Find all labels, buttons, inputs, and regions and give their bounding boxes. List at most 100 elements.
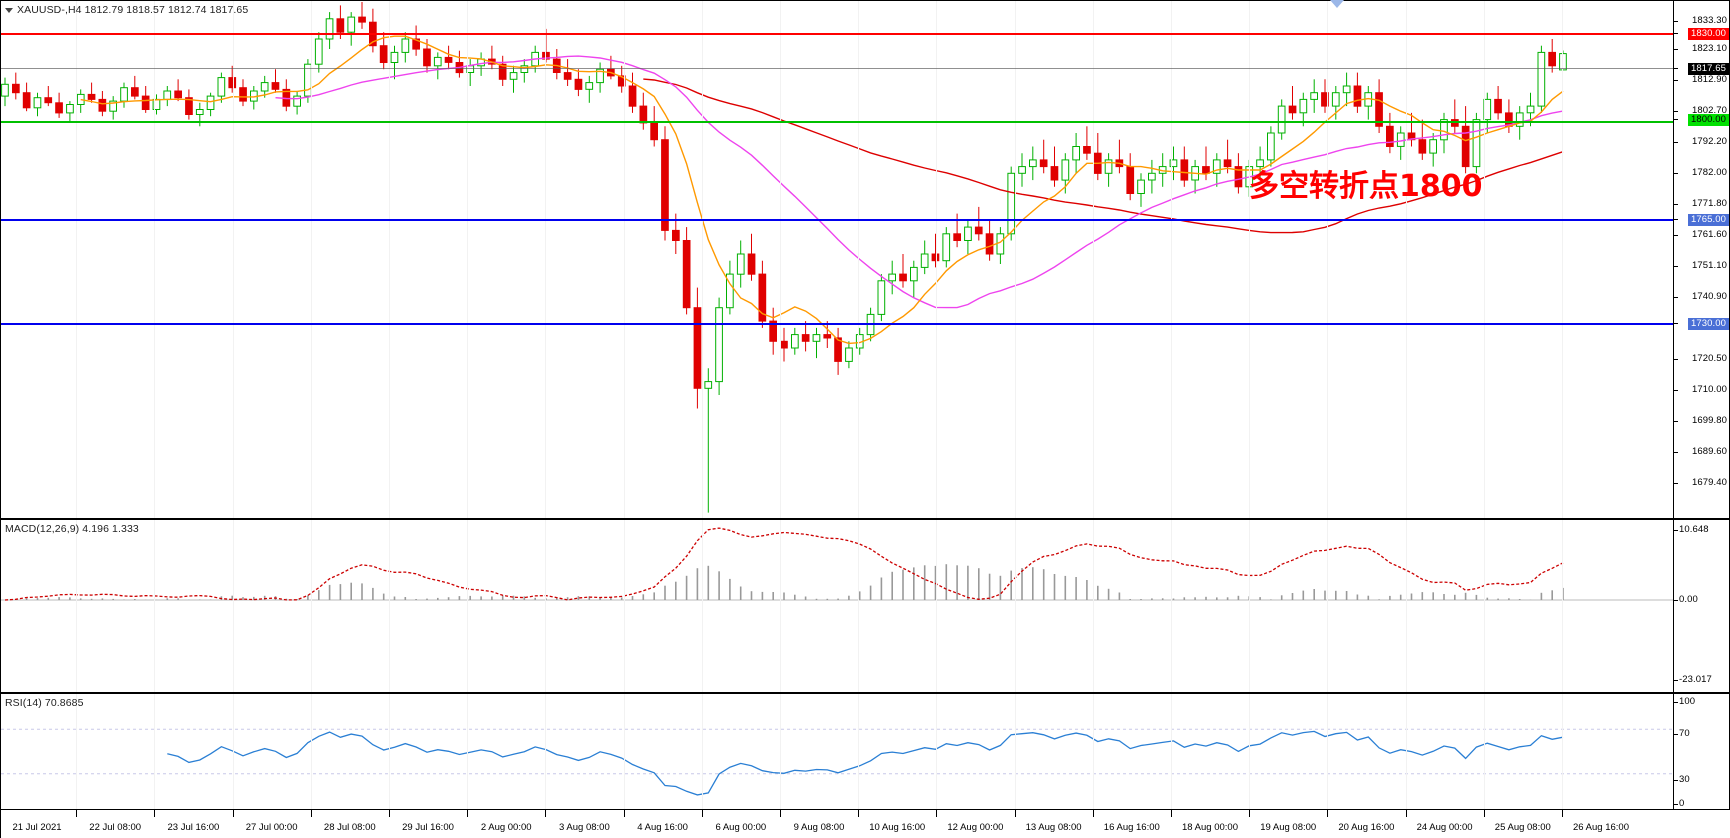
- axis-tick: [1674, 359, 1678, 360]
- price-level-line[interactable]: [1, 33, 1673, 35]
- axis-tick: [1674, 390, 1678, 391]
- symbol-header-text: XAUUSD-,H4 1812.79 1818.57 1812.74 1817.…: [17, 4, 249, 16]
- vertical-gridline: [76, 694, 78, 809]
- price-axis-label: 1710.00: [1691, 384, 1727, 395]
- axis-tick: [1674, 600, 1678, 601]
- vertical-gridline: [779, 1, 781, 518]
- time-axis-label: 12 Aug 00:00: [947, 822, 1004, 833]
- price-axis-label: 1740.90: [1691, 291, 1727, 302]
- price-chart-panel[interactable]: XAUUSD-,H4 1812.79 1818.57 1812.74 1817.…: [0, 0, 1730, 519]
- time-axis-label: 29 Jul 16:00: [402, 822, 454, 833]
- macd-plot-area[interactable]: MACD(12,26,9) 4.196 1.333: [1, 520, 1673, 692]
- vertical-gridline: [1405, 520, 1407, 692]
- axis-tick: [1674, 21, 1678, 22]
- rsi-plot-area[interactable]: RSI(14) 70.8685: [1, 694, 1673, 809]
- vertical-gridline: [467, 694, 469, 809]
- vertical-gridline: [1327, 520, 1329, 692]
- price-plot-area[interactable]: XAUUSD-,H4 1812.79 1818.57 1812.74 1817.…: [1, 1, 1673, 518]
- time-axis-tick: [1483, 810, 1485, 817]
- time-axis-tick: [545, 810, 547, 817]
- axis-tick: [1674, 734, 1678, 735]
- vertical-gridline: [701, 1, 703, 518]
- price-axis-label: 1823.10: [1691, 43, 1727, 54]
- macd-axis-label: 0.00: [1679, 594, 1698, 605]
- rsi-axis[interactable]: 100 70 30 0: [1673, 694, 1729, 809]
- price-axis-label: 1812.90: [1691, 74, 1727, 85]
- vertical-gridline: [1483, 1, 1485, 518]
- price-level-line[interactable]: [1, 68, 1673, 69]
- vertical-gridline: [701, 694, 703, 809]
- axis-tick: [1674, 173, 1678, 174]
- axis-tick: [1674, 702, 1678, 703]
- macd-indicator-panel[interactable]: MACD(12,26,9) 4.196 1.333 10.648 0.00 -23.…: [0, 519, 1730, 693]
- axis-tick: [1674, 452, 1678, 453]
- vertical-gridline: [154, 520, 156, 692]
- symbol-header: XAUUSD-,H4 1812.79 1818.57 1812.74 1817.…: [5, 4, 248, 16]
- vertical-gridline: [388, 520, 390, 692]
- vertical-gridline: [310, 694, 312, 809]
- price-axis-label: 1833.30: [1691, 15, 1727, 26]
- vertical-gridline: [232, 520, 234, 692]
- vertical-gridline: [779, 520, 781, 692]
- time-axis-tick: [310, 810, 312, 817]
- time-axis-tick: [1249, 810, 1251, 817]
- time-axis-label: 3 Aug 08:00: [559, 822, 610, 833]
- axis-tick: [1674, 297, 1678, 298]
- price-axis-label: 1730.00: [1687, 318, 1729, 330]
- vertical-gridline: [623, 520, 625, 692]
- macd-axis-label: -23.017: [1679, 674, 1712, 685]
- price-series-svg: [1, 2, 1567, 513]
- rsi-indicator-panel[interactable]: RSI(14) 70.8685 100 70 30 0: [0, 693, 1730, 810]
- vertical-gridline: [1249, 694, 1251, 809]
- time-axis-label: 10 Aug 16:00: [869, 822, 926, 833]
- collapse-triangle-icon[interactable]: [5, 7, 13, 13]
- vertical-gridline: [232, 1, 234, 518]
- vertical-gridline: [1327, 694, 1329, 809]
- vertical-gridline: [1483, 520, 1485, 692]
- price-axis-label: 1689.60: [1691, 446, 1727, 457]
- vertical-gridline: [310, 1, 312, 518]
- time-axis-label: 28 Jul 08:00: [323, 822, 376, 833]
- price-axis[interactable]: 1833.30 1830.00 1823.10 1817.65 1812.90 1802.…: [1673, 1, 1729, 518]
- vertical-gridline: [1327, 1, 1329, 518]
- axis-tick: [1674, 204, 1678, 205]
- price-axis-label: 1802.70: [1691, 105, 1727, 116]
- axis-tick: [1674, 33, 1678, 34]
- time-axis-tick: [467, 810, 469, 817]
- time-axis-tick: [701, 810, 703, 817]
- time-axis-label: 20 Aug 16:00: [1338, 822, 1395, 833]
- time-axis-label: 18 Aug 00:00: [1182, 822, 1238, 833]
- price-axis-label: 1699.80: [1691, 415, 1727, 426]
- vertical-gridline: [1561, 1, 1563, 518]
- axis-tick: [1674, 323, 1678, 324]
- crosshair-marker-icon: [1330, 0, 1344, 8]
- axis-tick: [1674, 530, 1678, 531]
- vertical-gridline: [76, 1, 78, 518]
- time-axis-tick: [936, 810, 938, 817]
- time-axis-tick: [154, 810, 156, 817]
- axis-tick: [1674, 80, 1678, 81]
- vertical-gridline: [1170, 1, 1172, 518]
- time-axis-label: 26 Aug 16:00: [1573, 822, 1629, 833]
- vertical-gridline: [1170, 520, 1172, 692]
- price-level-line[interactable]: [1, 219, 1673, 221]
- vertical-gridline: [1249, 1, 1251, 518]
- macd-axis[interactable]: 10.648 0.00 -23.017: [1673, 520, 1729, 692]
- vertical-gridline: [154, 1, 156, 518]
- time-axis[interactable]: 21 Jul 2021 22 Jul 08:00 23 Jul 16:00 27 Ju…: [0, 810, 1730, 838]
- vertical-gridline: [545, 694, 547, 809]
- price-level-line[interactable]: [1, 121, 1673, 123]
- macd-axis-label: 10.648: [1679, 524, 1709, 535]
- vertical-gridline: [1170, 694, 1172, 809]
- time-axis-label: 21 Jul 2021: [12, 822, 62, 833]
- price-level-line[interactable]: [1, 323, 1673, 325]
- rsi-series-svg: [1, 728, 1673, 796]
- time-axis-tick: [388, 810, 390, 817]
- vertical-gridline: [1561, 694, 1563, 809]
- price-axis-label: 1782.00: [1691, 167, 1727, 178]
- macd-series-svg: [1, 527, 1673, 601]
- axis-tick: [1674, 235, 1678, 236]
- time-axis-tick: [858, 810, 860, 817]
- axis-tick: [1674, 804, 1678, 805]
- price-axis-label: 1792.20: [1691, 136, 1727, 147]
